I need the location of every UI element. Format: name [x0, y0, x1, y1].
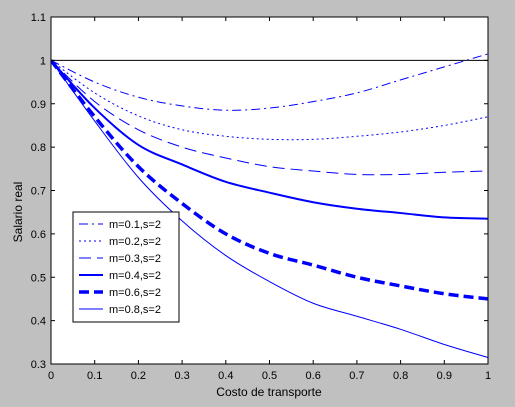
x-tick-label: 0.3 — [174, 370, 189, 382]
axes: 0 0.1 0.2 0.3 0.4 0.5 0.6 0.7 0.8 0.9 1 0.3 0.4 0.5 0.… — [31, 12, 491, 382]
x-tick-label: 0.2 — [131, 370, 146, 382]
x-tick-label: 0.5 — [262, 370, 277, 382]
series-line-1 — [51, 53, 488, 111]
y-tick-label: 0.7 — [31, 186, 46, 198]
legend-label-5: m=0.6,s=2 — [109, 287, 161, 299]
y-tick-label: 1 — [40, 55, 46, 67]
x-tick-label: 0.6 — [306, 370, 321, 382]
x-tick-label: 0 — [48, 370, 54, 382]
y-tick-label: 0.5 — [31, 272, 46, 284]
x-tick-label: 0.4 — [218, 370, 233, 382]
y-tick-label: 0.4 — [31, 316, 46, 328]
y-tick-label: 1.1 — [31, 12, 46, 24]
x-tick-label: 1 — [485, 370, 491, 382]
y-axis-label: Salario real — [11, 182, 25, 243]
y-tick-label: 0.6 — [31, 229, 46, 241]
legend-label-6: m=0.8,s=2 — [109, 304, 161, 316]
y-tick-label: 0.9 — [31, 99, 46, 111]
x-axis-label: Costo de transporte — [216, 385, 322, 399]
legend: m=0.1,s=2 m=0.2,s=2 m=0.3,s=2 m=0.4,s=2 m=0.… — [72, 211, 180, 323]
legend-box — [72, 211, 180, 323]
series-line-6 — [51, 60, 488, 358]
x-tick-label: 0.9 — [437, 370, 452, 382]
legend-label-2: m=0.2,s=2 — [109, 236, 161, 248]
series-line-5 — [51, 59, 488, 301]
legend-label-4: m=0.4,s=2 — [109, 270, 161, 282]
y-tick-label: 0.8 — [31, 142, 46, 154]
series-group — [51, 53, 488, 358]
x-tick-label: 0.1 — [87, 370, 102, 382]
legend-label-3: m=0.3,s=2 — [109, 253, 161, 265]
legend-label-1: m=0.1,s=2 — [109, 219, 161, 231]
y-tick-label: 0.3 — [31, 359, 46, 371]
series-line-4 — [51, 59, 488, 220]
x-tick-label: 0.8 — [393, 370, 408, 382]
x-tick-label: 0.7 — [349, 370, 364, 382]
series-line-3 — [51, 60, 488, 176]
